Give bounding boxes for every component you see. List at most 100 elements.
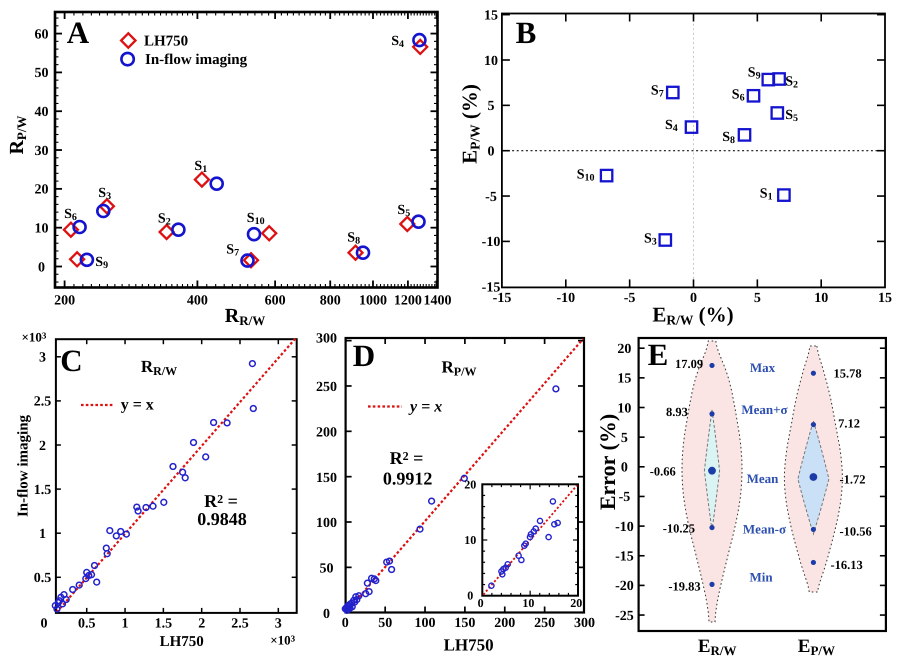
svg-text:-19.83: -19.83	[668, 580, 700, 594]
svg-text:15: 15	[617, 372, 631, 387]
svg-text:10: 10	[35, 222, 49, 237]
svg-text:5: 5	[488, 99, 495, 114]
svg-text:20: 20	[464, 477, 476, 491]
svg-text:15.78: 15.78	[834, 366, 862, 380]
svg-text:LH750: LH750	[444, 636, 494, 655]
svg-text:A: A	[67, 15, 90, 50]
svg-text:600: 600	[265, 293, 286, 308]
svg-text:2: 2	[198, 617, 205, 632]
svg-text:10: 10	[814, 291, 828, 306]
svg-text:Mean-σ: Mean-σ	[743, 521, 786, 536]
svg-text:10: 10	[617, 401, 631, 416]
svg-text:15: 15	[484, 8, 498, 23]
svg-text:1200: 1200	[394, 293, 422, 308]
svg-text:15: 15	[878, 291, 892, 306]
svg-text:5: 5	[621, 431, 628, 446]
svg-text:100: 100	[415, 616, 436, 631]
svg-text:60: 60	[35, 27, 49, 42]
svg-text:-10: -10	[556, 291, 575, 306]
svg-text:200: 200	[54, 293, 75, 308]
svg-text:10: 10	[484, 54, 498, 69]
svg-text:50: 50	[320, 562, 334, 577]
svg-text:20: 20	[617, 342, 631, 357]
svg-text:-5: -5	[624, 291, 636, 306]
svg-text:1: 1	[39, 527, 46, 542]
svg-text:B: B	[516, 15, 537, 50]
svg-text:40: 40	[35, 105, 49, 120]
svg-text:20: 20	[35, 183, 49, 198]
svg-text:150: 150	[454, 616, 475, 631]
svg-text:y = x: y = x	[408, 399, 442, 416]
svg-text:Mean: Mean	[747, 471, 780, 486]
svg-text:-10.25: -10.25	[663, 522, 695, 536]
svg-text:200: 200	[316, 426, 337, 441]
svg-text:20: 20	[570, 596, 582, 610]
svg-text:-20: -20	[615, 579, 634, 594]
svg-text:-10: -10	[482, 235, 501, 250]
svg-text:1400: 1400	[424, 293, 452, 308]
svg-text:-16.13: -16.13	[830, 558, 862, 572]
svg-text:0.5: 0.5	[34, 571, 52, 586]
svg-text:Min: Min	[749, 570, 773, 585]
svg-text:30: 30	[35, 144, 49, 159]
svg-text:2.5: 2.5	[231, 617, 249, 632]
svg-text:LH750: LH750	[160, 634, 204, 650]
svg-text:50: 50	[35, 66, 49, 81]
svg-text:0.9912: 0.9912	[383, 469, 433, 489]
svg-text:50: 50	[378, 616, 392, 631]
svg-text:8.93: 8.93	[666, 405, 688, 419]
svg-text:100: 100	[316, 516, 337, 531]
svg-text:ER/W (%): ER/W (%)	[652, 303, 733, 328]
svg-text:250: 250	[316, 380, 337, 395]
svg-text:E: E	[648, 337, 669, 372]
svg-text:400: 400	[187, 293, 208, 308]
svg-text:In-flow imaging: In-flow imaging	[16, 414, 32, 517]
svg-text:y = x: y = x	[121, 397, 154, 414]
svg-text:0: 0	[323, 607, 330, 622]
svg-text:250: 250	[534, 616, 555, 631]
svg-text:Max: Max	[750, 360, 776, 375]
svg-text:-0.66: -0.66	[650, 465, 676, 479]
svg-text:0: 0	[621, 461, 628, 476]
svg-text:2: 2	[39, 439, 46, 454]
svg-text:Error (%): Error (%)	[595, 414, 620, 510]
svg-text:1.5: 1.5	[155, 617, 173, 632]
svg-text:1.5: 1.5	[34, 483, 52, 498]
svg-text:Mean+σ: Mean+σ	[741, 402, 787, 417]
svg-text:0: 0	[478, 596, 484, 610]
svg-text:D: D	[353, 338, 375, 373]
svg-text:200: 200	[494, 616, 515, 631]
svg-text:1000: 1000	[359, 293, 387, 308]
svg-text:10: 10	[522, 596, 534, 610]
svg-text:LH750: LH750	[144, 34, 188, 50]
svg-text:300: 300	[574, 616, 595, 631]
svg-text:0: 0	[488, 145, 495, 160]
svg-text:R2 =: R2 =	[390, 448, 424, 468]
svg-text:-25: -25	[615, 609, 634, 624]
svg-text:7.12: 7.12	[838, 416, 860, 430]
svg-text:-15: -15	[493, 291, 512, 306]
svg-text:17.09: 17.09	[675, 357, 703, 371]
svg-text:EP/W (%): EP/W (%)	[458, 84, 483, 164]
svg-text:R2 =: R2 =	[204, 491, 238, 511]
svg-text:150: 150	[316, 471, 337, 486]
svg-text:×103: ×103	[270, 632, 295, 647]
svg-text:5: 5	[754, 291, 761, 306]
svg-text:-1.72: -1.72	[839, 472, 865, 486]
svg-text:0: 0	[41, 617, 48, 632]
svg-text:0: 0	[38, 260, 45, 275]
svg-text:0: 0	[467, 589, 473, 603]
svg-text:In-flow imaging: In-flow imaging	[145, 52, 248, 68]
svg-text:1: 1	[122, 617, 129, 632]
svg-text:0.9848: 0.9848	[197, 509, 247, 529]
svg-text:-15: -15	[615, 550, 634, 565]
svg-text:0: 0	[690, 291, 697, 306]
svg-text:-10.56: -10.56	[839, 525, 871, 539]
svg-text:C: C	[60, 343, 82, 378]
svg-text:0: 0	[342, 616, 349, 631]
svg-text:-15: -15	[482, 281, 501, 296]
svg-text:×103: ×103	[21, 330, 46, 345]
svg-text:3: 3	[39, 351, 46, 366]
svg-text:3: 3	[275, 617, 282, 632]
svg-text:300: 300	[316, 332, 337, 347]
